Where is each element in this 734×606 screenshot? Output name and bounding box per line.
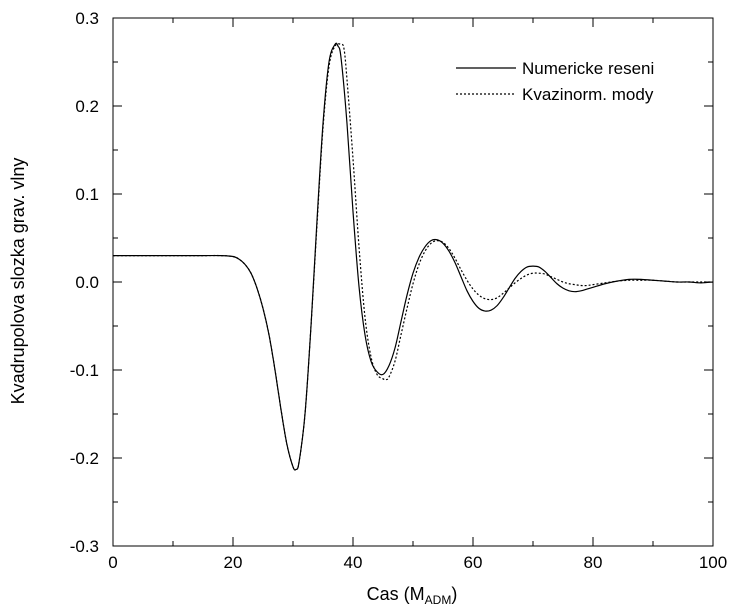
series-line-kvazinorm xyxy=(113,43,713,471)
y-tick-label: -0.3 xyxy=(70,537,99,556)
tick-labels: 0 20 40 60 80 100 -0.3 -0.2 -0.1 0.0 0.1 0.2 0.3 xyxy=(70,9,727,572)
y-tick-label: -0.2 xyxy=(70,449,99,468)
series-lines xyxy=(113,42,714,471)
legend: Numericke reseni Kvazinorm. mody xyxy=(456,59,654,104)
y-tick-label: 0.1 xyxy=(75,185,99,204)
x-tick-label: 80 xyxy=(584,553,603,572)
y-tick-label: 0.3 xyxy=(75,9,99,28)
y-axis-label: Kvadrupolova slozka grav. vlny xyxy=(8,158,28,405)
y-tick-label: 0.2 xyxy=(75,97,99,116)
x-tick-label: 20 xyxy=(224,553,243,572)
x-axis-label-end: ) xyxy=(451,584,457,604)
x-axis-label: Cas (MADM) xyxy=(367,584,458,606)
x-tick-label: 60 xyxy=(464,553,483,572)
legend-label-kvazinorm: Kvazinorm. mody xyxy=(522,85,654,104)
y-tick-label: 0.0 xyxy=(75,273,99,292)
y-tick-label: -0.1 xyxy=(70,361,99,380)
axis-ticks xyxy=(112,17,714,547)
x-tick-label: 100 xyxy=(699,553,727,572)
x-tick-label: 40 xyxy=(344,553,363,572)
plot-area xyxy=(112,17,714,547)
x-axis-label-sub: ADM xyxy=(425,593,452,606)
x-tick-label: 0 xyxy=(108,553,117,572)
legend-label-numericke: Numericke reseni xyxy=(522,59,654,78)
x-axis-label-main: Cas (M xyxy=(367,584,425,604)
